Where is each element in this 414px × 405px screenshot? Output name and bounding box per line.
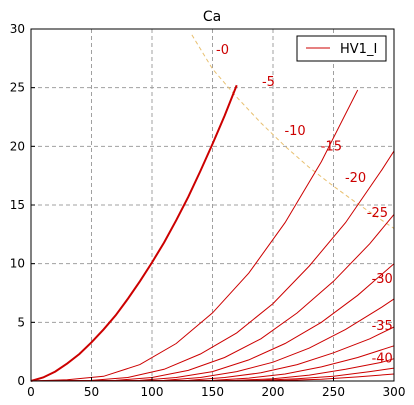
x-tick-label: 100 (141, 385, 164, 399)
curve-label: -10 (284, 124, 305, 139)
curve--5 (30, 89, 359, 382)
x-tick-label: 150 (201, 385, 224, 399)
x-tick-label: 50 (84, 385, 99, 399)
axis-ticks: 0 50 100 150 200 250 300 0 5 10 15 20 25 30 (10, 22, 406, 399)
y-tick-label: 5 (17, 315, 25, 329)
chart-title: Ca (203, 9, 221, 25)
curve-label: -25 (367, 206, 388, 221)
curve--30 (30, 326, 395, 382)
x-tick-label: 200 (262, 385, 285, 399)
y-tick-label: 25 (10, 81, 25, 95)
x-tick-label: 250 (322, 385, 345, 399)
curve-label: -35 (372, 319, 393, 334)
curve-labels: -0 -5 -10 -15 -20 -25 -30 -35 -40 (216, 43, 393, 367)
legend: HV1_I (296, 35, 387, 62)
curve-label: -30 (372, 272, 393, 287)
load-line-path (191, 34, 395, 229)
curve-0 (30, 84, 238, 382)
x-tick-label: 0 (27, 385, 35, 399)
load-line (191, 34, 395, 229)
y-tick-label: 15 (10, 198, 25, 212)
legend-label: HV1_I (340, 42, 377, 57)
curve--25 (30, 298, 395, 382)
y-tick-label: 20 (10, 139, 25, 153)
y-tick-label: 30 (10, 22, 25, 36)
curve--10 (30, 150, 395, 382)
y-tick-label: 0 (17, 374, 25, 388)
curve-label: -15 (321, 139, 342, 154)
curve-label: -5 (262, 75, 275, 90)
grid-lines (31, 29, 394, 381)
curve-label: -0 (216, 43, 229, 58)
x-tick-label: 300 (383, 385, 406, 399)
y-tick-label: 10 (10, 257, 25, 271)
curve-label: -40 (372, 352, 393, 367)
curve--15 (30, 214, 395, 382)
curve-label: -20 (345, 171, 366, 186)
